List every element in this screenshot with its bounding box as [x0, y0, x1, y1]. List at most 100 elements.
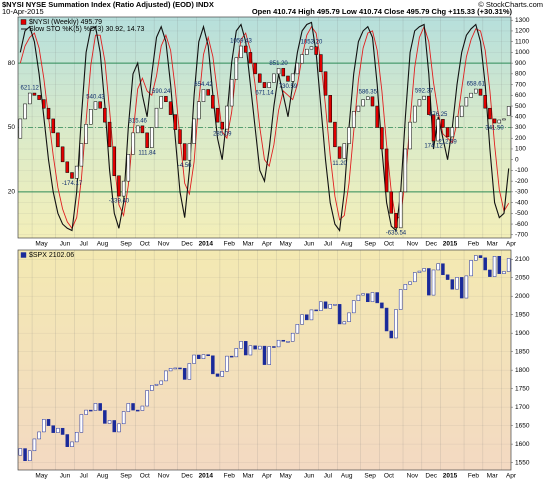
x-tick-label: Oct	[384, 473, 394, 480]
legend-label: Slow STO %K(5) %D(3) 30.92, 14.73	[29, 26, 145, 33]
x-tick-label: Apr	[506, 241, 517, 248]
candle	[56, 132, 60, 148]
x-tick-label: Jun	[304, 473, 315, 480]
candle	[337, 146, 342, 159]
candle	[46, 107, 51, 120]
y-tick-label: -200	[515, 178, 528, 185]
candle	[93, 101, 98, 110]
candle	[65, 161, 70, 173]
candle	[182, 143, 187, 161]
candle	[117, 175, 121, 197]
panel-border	[17, 249, 512, 471]
candle	[398, 289, 403, 310]
candle	[60, 427, 65, 435]
candle	[262, 82, 267, 88]
candle	[145, 132, 149, 148]
candle	[464, 97, 469, 107]
candle	[229, 78, 234, 107]
candle	[450, 279, 455, 290]
candle	[239, 45, 243, 59]
candle	[201, 354, 206, 359]
candle	[370, 292, 375, 303]
candle	[286, 75, 290, 82]
candle	[305, 314, 309, 321]
y-tick-label: 2100	[515, 256, 530, 263]
candle	[150, 127, 154, 148]
x-tick-label: Aug	[97, 473, 109, 480]
candle	[319, 54, 323, 72]
candle	[103, 410, 107, 424]
y2-tick-label: 80	[8, 60, 16, 67]
y-tick-label: -700	[515, 232, 528, 239]
chart-title: $NYSI NYSE Summation Index (Ratio Adjust…	[2, 0, 214, 9]
value-label: 592.37	[415, 89, 434, 95]
y2-tick-label: 20	[8, 189, 16, 196]
candle	[60, 146, 65, 163]
candle	[23, 103, 27, 120]
y-tick-label: 2050	[515, 274, 530, 281]
candle	[478, 88, 483, 96]
candle	[93, 403, 98, 411]
value-label: 586.35	[359, 89, 378, 95]
value-label: 174.12	[424, 144, 443, 150]
candle	[356, 294, 361, 301]
candle	[168, 101, 173, 115]
candle	[27, 92, 32, 105]
candle	[502, 118, 506, 121]
candle	[70, 172, 74, 179]
value-label: 285.09	[213, 132, 232, 138]
y2-tick-label: 50	[8, 124, 16, 131]
candle	[356, 105, 361, 112]
candle	[347, 312, 351, 322]
value-label: -174.17	[62, 181, 83, 187]
candle	[370, 96, 375, 107]
value-label: 540.43	[86, 94, 105, 100]
y-tick-label: 700	[515, 81, 526, 88]
candle	[427, 95, 431, 115]
candle	[150, 385, 154, 391]
candle	[248, 52, 253, 64]
candle	[492, 256, 497, 277]
candle	[84, 124, 88, 144]
y-tick-label: 200	[515, 135, 526, 142]
candle	[441, 263, 445, 276]
candle	[211, 355, 215, 375]
candle	[159, 96, 163, 109]
candle	[412, 105, 417, 123]
candle	[483, 95, 487, 109]
candle	[459, 105, 464, 118]
candle	[206, 89, 210, 96]
candle	[79, 143, 84, 167]
candle	[253, 62, 257, 75]
x-tick-label: 2015	[443, 241, 458, 248]
candle	[276, 339, 281, 348]
candle	[178, 367, 182, 370]
stochastic-line	[19, 25, 510, 230]
candle	[126, 403, 131, 412]
x-tick-label: Feb	[224, 473, 236, 480]
candle	[342, 143, 347, 159]
x-tick-label: Jun	[304, 241, 315, 248]
x-tick-label: Nov	[158, 473, 170, 480]
x-tick-label: Jul	[324, 473, 333, 480]
candle	[112, 146, 117, 177]
y-tick-label: 1700	[515, 404, 530, 411]
x-tick-label: Aug	[341, 241, 353, 248]
candle	[107, 121, 112, 148]
candle	[295, 324, 300, 334]
candle	[131, 403, 135, 411]
y-tick-label: 1850	[515, 348, 530, 355]
x-tick-label: Jun	[60, 241, 71, 248]
chart-subtitle: 10-Apr-2015	[2, 7, 44, 16]
x-tick-label: Sep	[120, 241, 132, 248]
candle	[450, 127, 455, 138]
candle	[506, 106, 511, 116]
candle	[154, 383, 159, 386]
candle	[384, 307, 389, 332]
x-tick-label: Sep	[364, 473, 376, 480]
candle	[389, 330, 394, 339]
candle	[347, 127, 351, 144]
candle	[361, 99, 365, 107]
x-tick-label: Nov	[158, 241, 170, 248]
value-label: 341.50	[485, 126, 504, 132]
